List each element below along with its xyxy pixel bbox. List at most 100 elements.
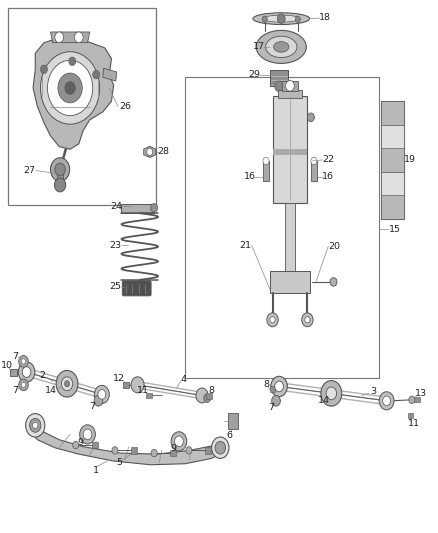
Bar <box>185 77 379 378</box>
Circle shape <box>21 382 26 387</box>
Text: 28: 28 <box>157 148 169 156</box>
Bar <box>381 172 403 195</box>
Circle shape <box>277 14 285 23</box>
Text: 24: 24 <box>111 202 123 211</box>
Polygon shape <box>27 418 225 465</box>
FancyBboxPatch shape <box>122 281 151 296</box>
Circle shape <box>326 387 336 400</box>
Circle shape <box>379 392 394 410</box>
Circle shape <box>263 157 269 165</box>
Bar <box>381 125 403 148</box>
Text: 4: 4 <box>180 375 186 384</box>
Circle shape <box>74 32 83 43</box>
Bar <box>269 386 275 392</box>
Circle shape <box>30 418 41 432</box>
Bar <box>381 101 403 125</box>
Circle shape <box>383 396 391 406</box>
Bar <box>270 70 288 86</box>
Text: 2: 2 <box>40 372 46 380</box>
Circle shape <box>215 441 226 454</box>
Circle shape <box>271 376 287 397</box>
Circle shape <box>330 278 337 286</box>
Circle shape <box>56 370 78 397</box>
Circle shape <box>83 429 92 440</box>
Text: 23: 23 <box>110 241 122 249</box>
Circle shape <box>22 367 31 377</box>
Circle shape <box>275 81 283 92</box>
Ellipse shape <box>274 42 289 52</box>
Circle shape <box>40 65 47 74</box>
Text: 12: 12 <box>113 374 125 383</box>
Text: 15: 15 <box>389 225 400 233</box>
Circle shape <box>19 356 28 367</box>
Text: 17: 17 <box>253 43 265 51</box>
Circle shape <box>112 447 118 454</box>
Bar <box>272 149 307 155</box>
Text: 16: 16 <box>322 173 334 181</box>
Circle shape <box>204 394 211 402</box>
Bar <box>121 204 154 213</box>
Text: 11: 11 <box>408 419 420 428</box>
Circle shape <box>95 385 109 403</box>
Circle shape <box>212 437 229 458</box>
Circle shape <box>151 449 157 457</box>
Circle shape <box>409 396 415 403</box>
Circle shape <box>171 432 187 451</box>
Circle shape <box>186 447 192 454</box>
Text: 18: 18 <box>319 13 331 22</box>
Circle shape <box>307 113 314 122</box>
Circle shape <box>19 379 28 391</box>
Circle shape <box>50 158 70 181</box>
Text: 22: 22 <box>322 156 334 164</box>
Circle shape <box>131 377 144 393</box>
Text: 7: 7 <box>268 403 275 411</box>
Circle shape <box>55 32 64 43</box>
Polygon shape <box>103 68 117 81</box>
Circle shape <box>286 80 294 91</box>
Circle shape <box>267 313 278 327</box>
Circle shape <box>275 381 283 392</box>
Circle shape <box>272 395 280 406</box>
Text: 25: 25 <box>109 282 121 291</box>
Ellipse shape <box>265 36 297 58</box>
Circle shape <box>270 317 275 323</box>
Circle shape <box>262 16 267 22</box>
Bar <box>263 161 269 181</box>
Bar <box>381 148 403 172</box>
Circle shape <box>175 436 183 447</box>
Text: 3: 3 <box>371 387 377 396</box>
Bar <box>272 96 307 203</box>
Text: 9: 9 <box>77 438 83 447</box>
Circle shape <box>65 82 75 94</box>
Bar <box>146 393 152 398</box>
Text: 1: 1 <box>93 466 99 474</box>
Circle shape <box>94 395 103 406</box>
Circle shape <box>61 377 73 391</box>
Circle shape <box>58 73 82 103</box>
Circle shape <box>21 359 26 364</box>
Text: 9: 9 <box>170 445 176 453</box>
Circle shape <box>151 204 158 212</box>
Circle shape <box>18 362 35 382</box>
Circle shape <box>147 148 153 156</box>
Bar <box>123 382 129 388</box>
Circle shape <box>295 16 300 22</box>
Bar <box>311 161 317 181</box>
Circle shape <box>321 381 342 406</box>
Bar <box>270 271 310 293</box>
Bar <box>205 447 211 454</box>
Bar <box>381 101 403 219</box>
Bar <box>57 173 63 184</box>
Circle shape <box>93 70 100 79</box>
Bar <box>8 8 156 205</box>
Text: 11: 11 <box>137 386 149 394</box>
Bar <box>282 81 298 91</box>
Circle shape <box>69 57 76 66</box>
Circle shape <box>33 422 38 429</box>
Text: 5: 5 <box>117 458 122 467</box>
Bar <box>278 90 302 98</box>
Bar <box>131 447 137 454</box>
Text: 16: 16 <box>244 173 256 181</box>
Ellipse shape <box>263 15 300 22</box>
Text: 14: 14 <box>46 386 57 394</box>
